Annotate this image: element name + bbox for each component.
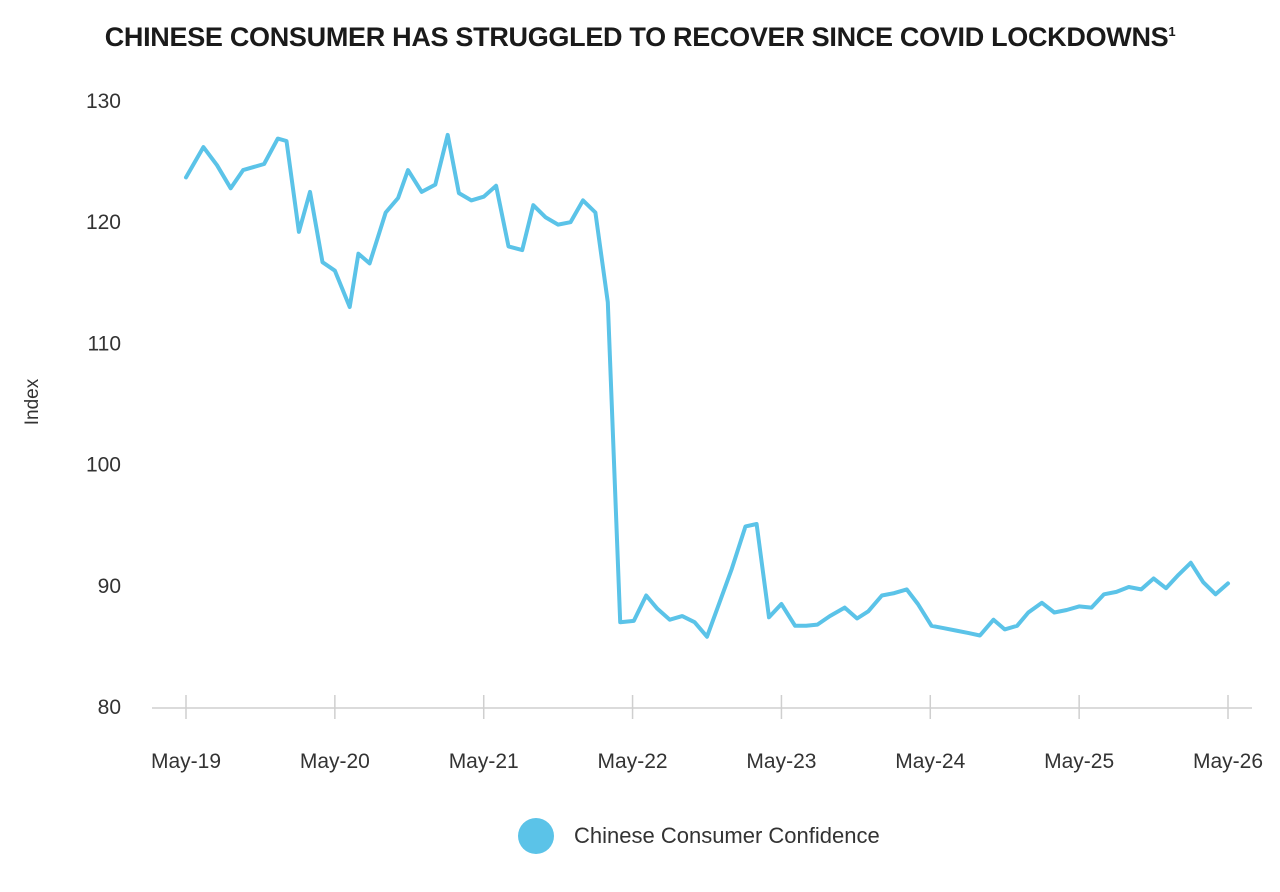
x-tick-label: May-22 — [598, 750, 668, 773]
y-tick-label: 130 — [86, 90, 121, 113]
x-tick-label: May-20 — [300, 750, 370, 773]
legend-swatch-chinese-consumer-confidence — [518, 818, 554, 854]
y-tick-label: 100 — [86, 454, 121, 477]
legend-label-chinese-consumer-confidence: Chinese Consumer Confidence — [574, 823, 880, 848]
y-tick-label: 90 — [98, 575, 121, 598]
chart-title-text: CHINESE CONSUMER HAS STRUGGLED TO RECOVE… — [104, 22, 1169, 52]
x-tick-label: May-23 — [746, 750, 816, 773]
y-axis-label: Index — [22, 378, 43, 425]
x-tick-label: May-21 — [449, 750, 519, 773]
y-tick-label: 110 — [88, 332, 121, 355]
x-tick-label: May-26 — [1193, 750, 1263, 773]
y-tick-label: 80 — [98, 696, 121, 719]
legend: Chinese Consumer Confidence — [518, 818, 880, 854]
x-axis-ticks: May-19 May-20 May-21 May-22 May-23 May-24 May-… — [151, 695, 1263, 773]
title-footnote-marker: 1 — [1168, 24, 1176, 39]
y-axis-ticks: 80 90 100 110 120 130 — [86, 90, 121, 719]
x-tick-label: May-24 — [895, 750, 965, 773]
chart-title: CHINESE CONSUMER HAS STRUGGLED TO RECOVE… — [0, 22, 1280, 53]
series-line-chinese-consumer-confidence — [184, 132, 1230, 639]
x-tick-label: May-25 — [1044, 750, 1114, 773]
y-tick-label: 120 — [86, 211, 121, 234]
x-tick-label: May-19 — [151, 750, 221, 773]
